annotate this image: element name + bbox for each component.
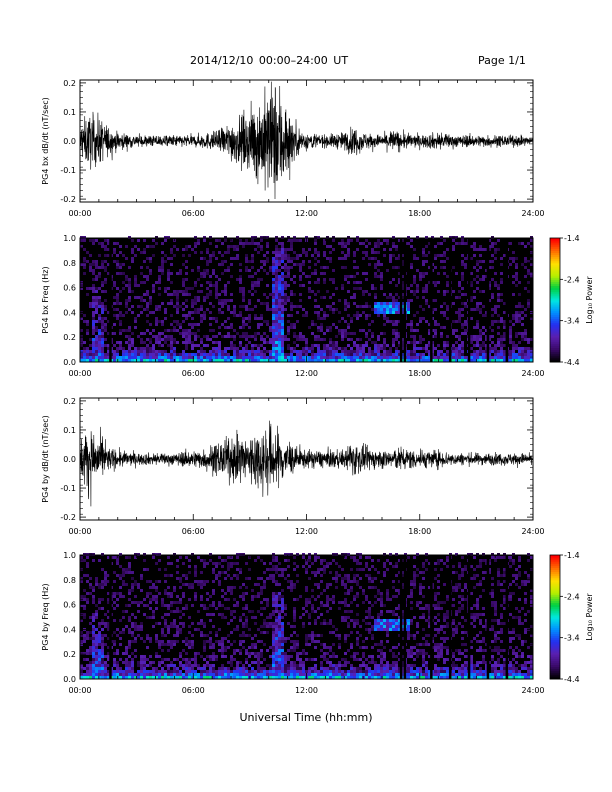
data-gap bbox=[109, 555, 112, 679]
data-gap bbox=[430, 555, 433, 679]
x-tick-label: 06:00 bbox=[182, 369, 205, 378]
x-tick-label: 06:00 bbox=[182, 527, 205, 536]
y-tick-label: 0.4 bbox=[63, 625, 76, 634]
y-tick-label: 0.1 bbox=[63, 108, 76, 117]
y-tick-label: 0.8 bbox=[63, 259, 76, 268]
x-tick-label: 24:00 bbox=[521, 209, 544, 218]
colorbar-tick-label: -4.4 bbox=[564, 675, 580, 684]
y-tick-label: -0.2 bbox=[60, 513, 76, 522]
data-gap bbox=[448, 238, 452, 362]
x-tick-label: 06:00 bbox=[182, 209, 205, 218]
x-axis-title: Universal Time (hh:mm) bbox=[239, 711, 373, 724]
waveform-panel-0: 00:00 06:00 12:00 18:00 24:00 0.2 0.1 0.0 -0.1 -0… bbox=[41, 79, 545, 218]
x-tick-label: 24:00 bbox=[521, 686, 544, 695]
colorbar-tick-label: -1.4 bbox=[564, 551, 580, 560]
data-gap bbox=[403, 555, 407, 679]
x-tick-label: 12:00 bbox=[295, 686, 318, 695]
colorbar-tick-label: -1.4 bbox=[564, 234, 580, 243]
spectrogram-panel-3: 00:00 06:00 12:00 18:00 24:00 1.0 0.8 0.6 0.4 0.2… bbox=[41, 551, 545, 695]
y-tick-label: 1.0 bbox=[63, 551, 76, 560]
y-tick-label: 0.2 bbox=[63, 397, 76, 406]
x-tick-label: 18:00 bbox=[408, 369, 431, 378]
x-tick-label: 00:00 bbox=[68, 209, 91, 218]
colorbar-label: Log₁₀ Power bbox=[585, 276, 594, 324]
y-tick-label: 0.0 bbox=[63, 675, 76, 684]
waveform-series bbox=[80, 81, 533, 199]
y-tick-label: 0.0 bbox=[63, 137, 76, 146]
y-tick-label: -0.1 bbox=[60, 166, 76, 175]
colorbar-tick-label: -2.4 bbox=[564, 275, 580, 284]
x-tick-label: 18:00 bbox=[408, 686, 431, 695]
x-tick-label: 00:00 bbox=[68, 369, 91, 378]
x-tick-label: 06:00 bbox=[182, 686, 205, 695]
page-number: Page 1/1 bbox=[478, 54, 526, 67]
y-tick-label: 0.2 bbox=[63, 333, 76, 342]
x-tick-label: 00:00 bbox=[68, 527, 91, 536]
y-tick-label: 0.6 bbox=[63, 284, 76, 293]
y-tick-label: 0.0 bbox=[63, 358, 76, 367]
waveform-panel-2: 00:00 06:00 12:00 18:00 24:00 0.2 0.1 0.0 -0.1 -0… bbox=[41, 397, 545, 536]
waveform-series bbox=[80, 420, 533, 507]
data-gap bbox=[109, 238, 112, 362]
data-gap bbox=[467, 555, 471, 679]
data-gap bbox=[486, 238, 490, 362]
x-tick-label: 24:00 bbox=[521, 369, 544, 378]
data-gap bbox=[399, 238, 403, 362]
colorbar-tick-label: -3.4 bbox=[564, 317, 580, 326]
colorbar-label: Log₁₀ Power bbox=[585, 593, 594, 641]
data-gap bbox=[448, 555, 452, 679]
x-tick-label: 24:00 bbox=[521, 527, 544, 536]
x-tick-label: 00:00 bbox=[68, 686, 91, 695]
colorbar-1: -1.4 -2.4 -3.4 -4.4 Log₁₀ Power bbox=[549, 234, 594, 367]
spectrogram-panel-1: 00:00 06:00 12:00 18:00 24:00 1.0 0.8 0.6 0.4 0.2… bbox=[41, 234, 545, 378]
y-tick-label: -0.1 bbox=[60, 484, 76, 493]
data-gap bbox=[486, 555, 490, 679]
y-tick-label: -0.2 bbox=[60, 195, 76, 204]
x-tick-label: 12:00 bbox=[295, 527, 318, 536]
y-tick-label: 1.0 bbox=[63, 234, 76, 243]
y-axis-title: PG4 bx dB/dt (nT/sec) bbox=[41, 97, 50, 184]
y-tick-label: 0.2 bbox=[63, 650, 76, 659]
x-tick-label: 12:00 bbox=[295, 209, 318, 218]
colorbar-tick-label: -3.4 bbox=[564, 634, 580, 643]
y-axis-title: PG4 by Freq (Hz) bbox=[41, 583, 50, 650]
y-tick-label: 0.4 bbox=[63, 308, 76, 317]
colorbar-3: -1.4 -2.4 -3.4 -4.4 Log₁₀ Power bbox=[549, 551, 594, 684]
y-tick-label: 0.8 bbox=[63, 576, 76, 585]
x-tick-label: 18:00 bbox=[408, 209, 431, 218]
page-title: 2014/12/10 00:00–24:00 UT bbox=[190, 54, 349, 67]
y-axis-title: PG4 bx Freq (Hz) bbox=[41, 266, 50, 333]
data-gap bbox=[399, 555, 403, 679]
colorbar-tick-label: -4.4 bbox=[564, 358, 580, 367]
data-gap bbox=[403, 238, 407, 362]
data-gap bbox=[505, 238, 509, 362]
data-gap bbox=[505, 555, 509, 679]
y-axis-title: PG4 by dB/dt (nT/sec) bbox=[41, 415, 50, 502]
y-tick-label: 0.1 bbox=[63, 426, 76, 435]
x-tick-label: 12:00 bbox=[295, 369, 318, 378]
data-gap bbox=[430, 238, 433, 362]
y-tick-label: 0.0 bbox=[63, 455, 76, 464]
colorbar-tick-label: -2.4 bbox=[564, 592, 580, 601]
data-gap bbox=[467, 238, 471, 362]
y-tick-label: 0.6 bbox=[63, 601, 76, 610]
x-tick-label: 18:00 bbox=[408, 527, 431, 536]
y-tick-label: 0.2 bbox=[63, 79, 76, 88]
